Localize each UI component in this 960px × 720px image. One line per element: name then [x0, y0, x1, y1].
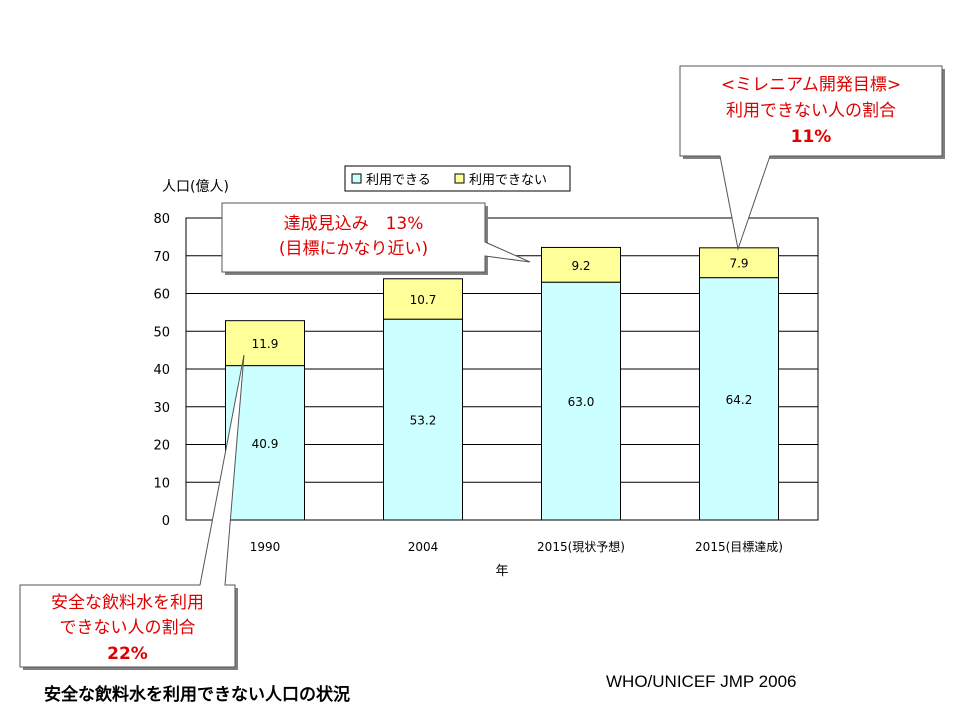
callout-text: 11% — [791, 127, 832, 147]
y-tick-label: 80 — [153, 212, 170, 227]
data-label: 63.0 — [568, 395, 595, 409]
bar-unusable — [225, 320, 305, 367]
legend-label: 利用できる — [366, 173, 431, 188]
y-tick-label: 50 — [153, 325, 170, 340]
callout-1990 — [19, 354, 245, 668]
x-tick-label: 2015(目標達成) — [695, 540, 783, 554]
y-tick-label: 30 — [153, 401, 170, 416]
callout-text: <ミレニアム開発目標> — [721, 75, 901, 95]
y-tick-label: 40 — [153, 363, 170, 378]
bar-unusable — [541, 246, 621, 283]
callout-2015-goal — [679, 65, 943, 251]
bar-usable — [383, 318, 463, 521]
bar-unusable — [699, 247, 779, 279]
y-tick-label: 60 — [153, 288, 170, 303]
data-label: 11.9 — [252, 337, 279, 351]
data-label: 7.9 — [729, 257, 748, 271]
data-label: 10.7 — [410, 293, 437, 307]
x-tick-label: 1990 — [250, 540, 281, 554]
legend-swatch — [454, 173, 465, 184]
x-tick-label: 2004 — [408, 540, 439, 554]
callout-text: (目標にかなり近い) — [279, 239, 428, 259]
y-tick-label: 70 — [153, 250, 170, 265]
legend-label: 利用できない — [469, 173, 547, 188]
data-label: 53.2 — [410, 414, 437, 428]
y-tick-label: 20 — [153, 439, 170, 454]
bar-unusable — [383, 278, 463, 320]
bar-usable — [541, 281, 621, 521]
data-label: 9.2 — [571, 259, 590, 273]
x-tick-label: 2015(現状予想) — [537, 539, 625, 554]
chart-source: WHO/UNICEF JMP 2006 — [606, 672, 797, 691]
y-tick-label: 0 — [162, 514, 170, 529]
callout-text: 利用できない人の割合 — [726, 101, 896, 121]
x-axis-label: 年 — [495, 564, 508, 579]
data-label: 40.9 — [252, 437, 279, 451]
callout-text: 22% — [107, 644, 148, 664]
callout-text: できない人の割合 — [60, 618, 196, 638]
y-axis-label: 人口(億人) — [162, 179, 229, 195]
chart-title: 安全な飲料水を利用できない人口の状況 — [44, 685, 350, 705]
callout-text: 安全な飲料水を利用 — [51, 593, 204, 613]
bar-usable — [699, 277, 779, 521]
y-tick-label: 10 — [153, 476, 170, 491]
legend-swatch — [351, 173, 362, 184]
callout-text: 達成見込み 13% — [284, 214, 424, 234]
data-label: 64.2 — [726, 393, 753, 407]
callout-2015-forecast — [221, 202, 531, 273]
